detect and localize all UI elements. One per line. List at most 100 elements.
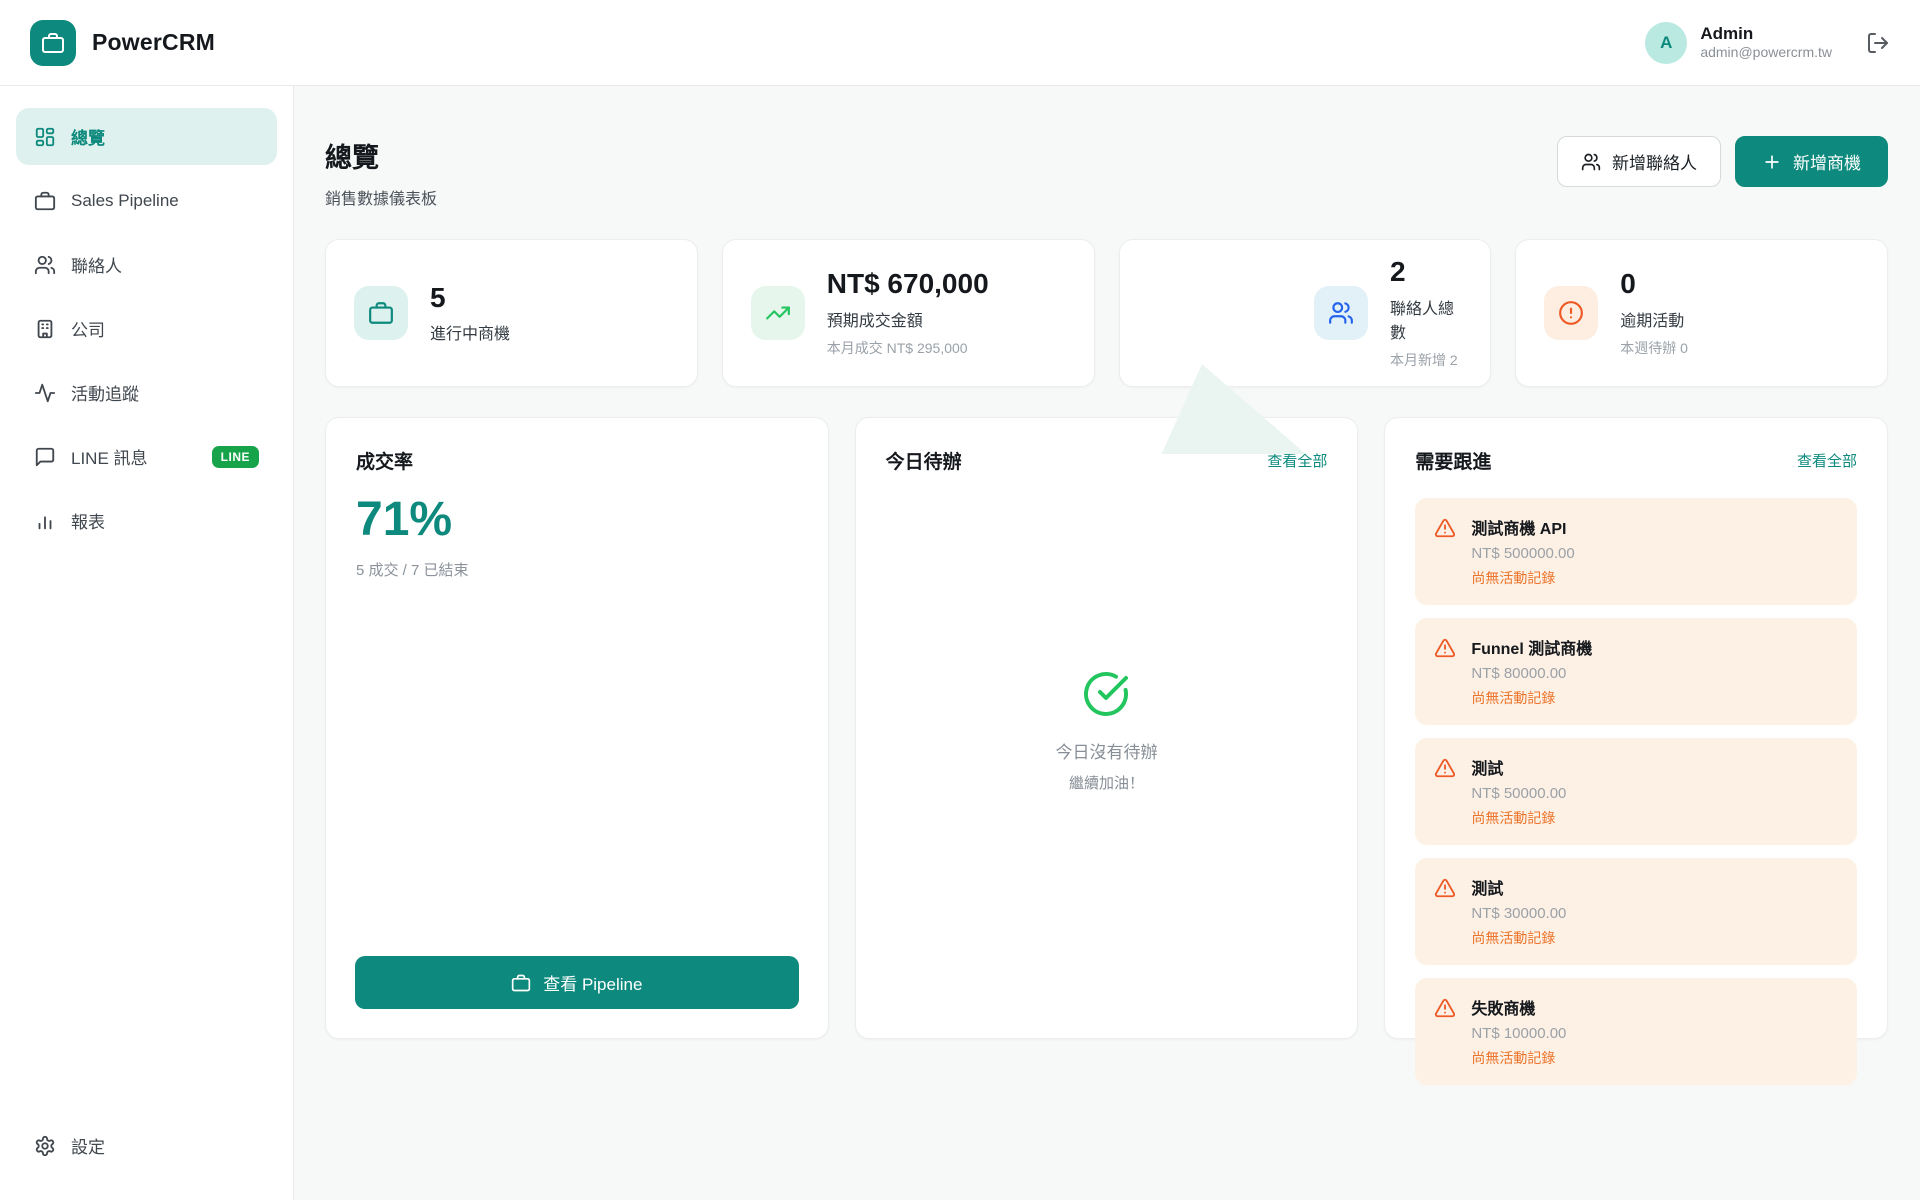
page-actions: 新增聯絡人 新增商機 [1557, 136, 1888, 187]
gear-icon [34, 1135, 56, 1157]
follow-up-item[interactable]: 測試商機 API NT$ 500000.00 尚無活動記錄 [1415, 498, 1857, 605]
stat-label: 逾期活動 [1620, 312, 1685, 330]
sidebar-item-label: 報表 [71, 513, 105, 532]
activity-icon [34, 382, 56, 404]
top-header: PowerCRM A Admin admin@powercrm.tw [0, 0, 1920, 86]
deal-amount: NT$ 30000.00 [1471, 905, 1567, 922]
stat-text: 2 聯絡人總數 本月新增 2 [1390, 256, 1462, 369]
alert-circle-icon [1544, 286, 1599, 340]
todos-panel: 今日待辦 查看全部 今日沒有待辦 繼續加油！ [854, 417, 1359, 1039]
follow-up-title: 需要跟進 [1415, 452, 1492, 473]
building-icon [34, 318, 56, 340]
sidebar-item-label: 公司 [71, 321, 105, 340]
sidebar-item-overview[interactable]: 總覽 [16, 108, 277, 165]
users-icon [1581, 152, 1601, 172]
sidebar-item-sales-pipeline[interactable]: Sales Pipeline [16, 172, 277, 229]
user-email: admin@powercrm.tw [1700, 44, 1832, 61]
stat-value: NT$ 670,000 [826, 268, 989, 300]
line-badge: LINE [211, 445, 259, 468]
follow-up-panel: 需要跟進 查看全部 測試商機 API NT$ 500000.00 尚無活動記錄 [1384, 417, 1888, 1085]
brand: PowerCRM [30, 19, 216, 66]
follow-up-item[interactable]: 失敗商機 NT$ 10000.00 尚無活動記錄 [1415, 978, 1857, 1085]
view-pipeline-button[interactable]: 查看 Pipeline [355, 956, 799, 1009]
panels-row: 成交率 71% 5 成交 / 7 已結束 查看 Pipeline 今日待辦 查看… [325, 417, 1888, 1085]
user-meta: Admin admin@powercrm.tw [1700, 23, 1832, 62]
deal-amount: NT$ 80000.00 [1471, 665, 1567, 682]
main-content: 總覽 銷售數據儀表板 新增聯絡人 新增商機 [294, 86, 1920, 1200]
todos-empty-title: 今日沒有待辦 [1055, 743, 1158, 762]
users-icon [34, 254, 56, 276]
briefcase-icon [354, 286, 408, 340]
app-title: PowerCRM [92, 29, 216, 55]
stat-label: 聯絡人總數 [1389, 300, 1454, 342]
deal-amount: NT$ 500000.00 [1471, 545, 1575, 562]
sidebar-item-settings[interactable]: 設定 [16, 1117, 277, 1174]
stat-value: 2 [1389, 256, 1406, 288]
sidebar-item-line-messages[interactable]: LINE 訊息 LINE [16, 428, 277, 485]
deal-name: 測試 [1471, 881, 1504, 898]
logout-icon [1866, 31, 1890, 55]
briefcase-icon [511, 973, 531, 993]
alert-triangle-icon [1434, 517, 1456, 539]
todos-view-all-link[interactable]: 查看全部 [1267, 453, 1328, 470]
sidebar-item-label: 聯絡人 [71, 257, 122, 276]
stat-text: NT$ 670,000 預期成交金額 本月成交 NT$ 295,000 [827, 268, 989, 357]
page-header: 總覽 銷售數據儀表板 新增聯絡人 新增商機 [325, 136, 1888, 209]
stat-sub: 本週待辦 0 [1620, 339, 1688, 356]
stat-label: 預期成交金額 [826, 312, 923, 330]
alert-triangle-icon [1434, 757, 1456, 779]
plus-icon [1762, 152, 1782, 172]
sidebar-item-activity[interactable]: 活動追蹤 [16, 364, 277, 421]
deal-name: 失敗商機 [1471, 1001, 1536, 1018]
stat-text: 5 進行中商機 [430, 282, 510, 344]
sidebar-item-contacts[interactable]: 聯絡人 [16, 236, 277, 293]
sidebar-item-label: Sales Pipeline [71, 190, 179, 210]
stat-card-expected-amount: NT$ 670,000 預期成交金額 本月成交 NT$ 295,000 [721, 239, 1095, 387]
deal-note: 尚無活動記錄 [1471, 570, 1556, 586]
follow-up-item-text: 測試商機 API NT$ 500000.00 尚無活動記錄 [1471, 515, 1574, 588]
briefcase-icon [41, 31, 65, 55]
trending-up-icon [750, 286, 805, 340]
follow-up-header: 需要跟進 查看全部 [1415, 447, 1857, 474]
todos-title: 今日待辦 [885, 452, 962, 473]
deal-note: 尚無活動記錄 [1471, 690, 1556, 706]
page-titles: 總覽 銷售數據儀表板 [325, 136, 437, 209]
view-pipeline-label: 查看 Pipeline [543, 975, 643, 994]
dashboard-icon [34, 126, 56, 148]
follow-up-item-text: Funnel 測試商機 NT$ 80000.00 尚無活動記錄 [1471, 635, 1592, 708]
todos-empty-sub: 繼續加油！ [1068, 775, 1144, 792]
stat-value: 0 [1620, 268, 1636, 300]
follow-up-item[interactable]: 測試 NT$ 50000.00 尚無活動記錄 [1415, 738, 1857, 845]
stat-card-overdue-activities: 0 逾期活動 本週待辦 0 [1515, 239, 1888, 387]
add-contact-button[interactable]: 新增聯絡人 [1557, 136, 1721, 187]
follow-up-item-text: 失敗商機 NT$ 10000.00 尚無活動記錄 [1471, 995, 1566, 1068]
alert-triangle-icon [1434, 997, 1456, 1019]
add-deal-label: 新增商機 [1793, 154, 1861, 173]
stats-row: 5 進行中商機 NT$ 670,000 預期成交金額 本月成交 NT$ 295,… [325, 239, 1888, 454]
deal-note: 尚無活動記錄 [1471, 930, 1556, 946]
sidebar-item-label: LINE 訊息 [71, 449, 148, 468]
todos-header: 今日待辦 查看全部 [886, 447, 1328, 474]
alert-triangle-icon [1434, 877, 1456, 899]
sidebar-spacer [16, 556, 277, 1110]
deal-name: 測試商機 API [1471, 521, 1567, 538]
add-deal-button[interactable]: 新增商機 [1735, 136, 1888, 187]
briefcase-icon [34, 190, 56, 212]
deal-amount: NT$ 50000.00 [1471, 785, 1567, 802]
close-rate-value: 71% [356, 493, 453, 546]
logout-button[interactable] [1866, 31, 1890, 55]
check-circle-icon [1082, 670, 1130, 718]
stat-label: 進行中商機 [430, 326, 511, 344]
sidebar-item-companies[interactable]: 公司 [16, 300, 277, 357]
sidebar-item-label: 總覽 [71, 129, 105, 148]
follow-up-item[interactable]: Funnel 測試商機 NT$ 80000.00 尚無活動記錄 [1415, 618, 1857, 725]
sidebar-item-reports[interactable]: 報表 [16, 492, 277, 549]
user-area: A Admin admin@powercrm.tw [1645, 21, 1890, 64]
follow-up-view-all-link[interactable]: 查看全部 [1796, 453, 1857, 470]
stat-card-total-contacts: 2 聯絡人總數 本月新增 2 [1118, 239, 1492, 454]
follow-up-item[interactable]: 測試 NT$ 30000.00 尚無活動記錄 [1415, 858, 1857, 965]
page-subtitle: 銷售數據儀表板 [325, 191, 438, 208]
bar-chart-icon [34, 510, 56, 532]
sidebar: 總覽 Sales Pipeline 聯絡人 公司 活動追蹤 [0, 86, 294, 1200]
close-rate-title: 成交率 [356, 452, 414, 473]
